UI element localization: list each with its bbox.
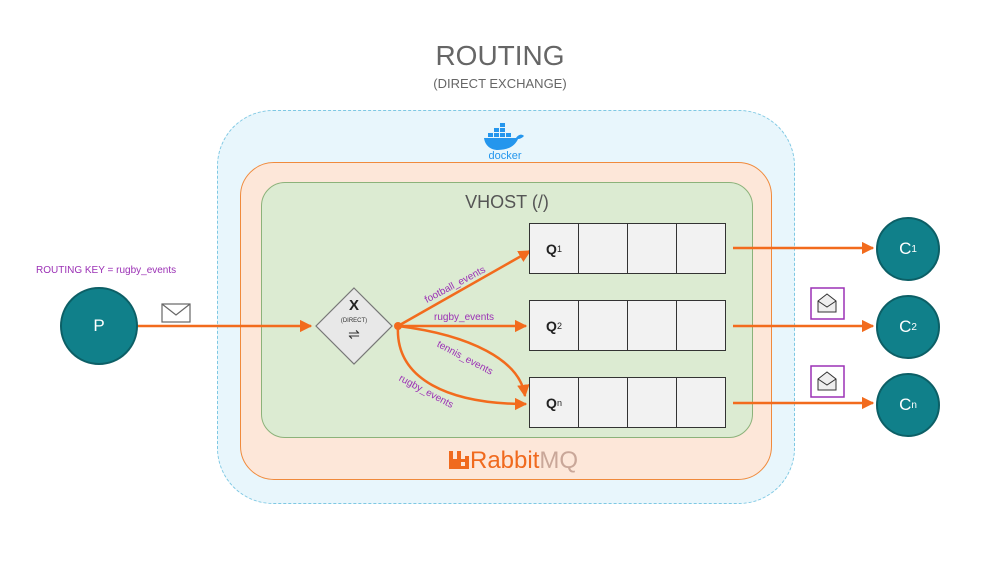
- diagram-title: ROUTING: [435, 40, 565, 71]
- queue-slot: [627, 300, 677, 351]
- docker-logo-text: docker: [488, 150, 521, 162]
- queue-slot: [676, 377, 726, 428]
- exchange-label: X: [348, 297, 359, 314]
- queue-slot: [578, 300, 628, 351]
- binding-tennis-arrow: [397, 324, 530, 398]
- diagram-subtitle: (DIRECT EXCHANGE): [433, 76, 567, 91]
- vhost-label: VHOST (/): [465, 192, 549, 212]
- message-received-icon-c2: [810, 287, 845, 320]
- binding-label: rugby_events: [434, 312, 495, 323]
- envelope-icon: [161, 303, 191, 323]
- queue-slot: [578, 223, 628, 274]
- producer-node: P: [60, 287, 138, 365]
- rabbitmq-logo-text: Rabbit: [470, 447, 540, 474]
- exchange-diamond: [315, 287, 393, 365]
- rabbitmq-logo-icon: [449, 451, 469, 469]
- queue-slot: [627, 377, 677, 428]
- rabbitmq-logo-mq: MQ: [539, 447, 579, 474]
- queue-slot: [676, 223, 726, 274]
- queue-slot: [627, 223, 677, 274]
- exchange-type: (DIRECT): [340, 318, 368, 324]
- binding-rugby-qn-arrow: [396, 325, 528, 411]
- message-received-icon-cn: [810, 365, 845, 398]
- queue-slot: [578, 377, 628, 428]
- producer-routing-key: ROUTING KEY = rugby_events: [36, 265, 177, 276]
- producer-label: P: [93, 316, 105, 335]
- exchange-swap-icon: ⇌: [348, 326, 360, 342]
- docker-logo-icon: docker: [484, 123, 524, 162]
- binding-football-arrow: [397, 249, 532, 328]
- rabbitmq-logo: RabbitMQ: [448, 447, 578, 475]
- queue-slot: [676, 300, 726, 351]
- exchange-output-dot: [394, 322, 402, 330]
